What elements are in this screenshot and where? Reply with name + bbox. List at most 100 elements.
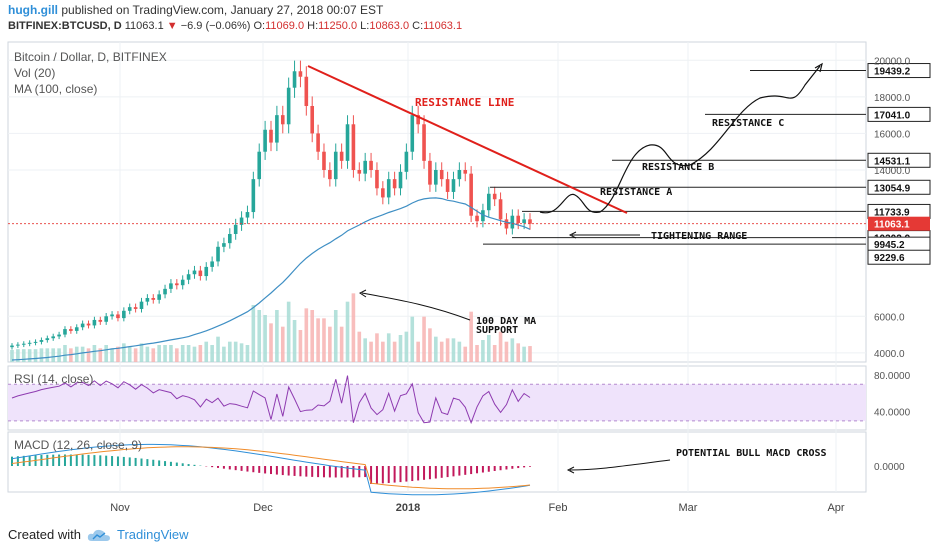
volume-bar: [198, 345, 203, 362]
volume-bar: [116, 346, 120, 362]
volume-bar: [51, 348, 56, 362]
macd-histogram-bar: [275, 466, 278, 475]
tightening-range-label: TIGHTENING RANGE: [651, 231, 747, 242]
volume-bar: [110, 348, 114, 362]
macd-histogram-bar: [128, 457, 131, 466]
candle-body: [263, 129, 267, 152]
volume-bar: [21, 349, 26, 362]
macd-histogram-bar: [452, 466, 455, 477]
macd-histogram-bar: [22, 455, 25, 466]
rsi-legend: RSI (14, close): [14, 372, 94, 386]
time-tick-label: Apr: [827, 502, 844, 514]
volume-bar: [463, 346, 468, 362]
price-tick-label: 16000.0: [874, 129, 911, 140]
candle-body: [463, 170, 468, 174]
macd-histogram-bar: [505, 466, 508, 470]
macd-histogram-bar: [311, 466, 314, 477]
candle-body: [104, 316, 108, 322]
macd-histogram-bar: [175, 462, 178, 466]
publish-line: hugh.gill published on TradingView.com, …: [8, 3, 383, 17]
arrow-line: [361, 292, 471, 321]
candle-body: [45, 338, 50, 341]
candle-body: [310, 106, 315, 134]
macd-histogram-bar: [105, 455, 108, 466]
volume-bar: [269, 323, 273, 362]
time-tick-label: Nov: [110, 502, 130, 514]
volume-bar: [98, 348, 103, 362]
macd-histogram-bar: [328, 466, 331, 478]
volume-bar: [516, 343, 521, 362]
price-tick-label: 20000.0: [874, 56, 911, 67]
macd-histogram-bar: [293, 466, 296, 476]
resistance-c-label: RESISTANCE C: [712, 118, 784, 129]
volume-bar: [286, 301, 291, 362]
last-price-label: 11063.1: [874, 220, 910, 231]
volume-bar: [504, 341, 509, 362]
macd-histogram-bar: [234, 466, 237, 471]
candlesticks: [10, 60, 532, 350]
macd-histogram-bar: [58, 454, 61, 466]
price-change: −6.9 (−0.06%): [180, 20, 251, 32]
macd-histogram-bar: [181, 463, 184, 466]
candle-body: [439, 170, 444, 180]
candle-body: [428, 160, 432, 185]
author-link[interactable]: hugh.gill: [8, 3, 58, 17]
candle-body: [392, 179, 397, 189]
volume-bar: [469, 311, 473, 362]
candle-body: [486, 193, 491, 211]
volume-bar: [339, 326, 344, 362]
volume-bar: [528, 346, 532, 362]
tradingview-brand-link[interactable]: TradingView: [116, 527, 189, 542]
candle-body: [351, 124, 356, 170]
volume-bar: [351, 293, 356, 362]
volume-bar: [33, 349, 38, 362]
volume-bar: [245, 345, 250, 362]
candle-body: [33, 341, 38, 343]
macd-histogram-bar: [493, 466, 496, 471]
open-label: O:: [253, 20, 266, 32]
symbol[interactable]: BITFINEX:BTCUSD, D: [8, 20, 122, 32]
rsi-tick-label: 80.0000: [874, 371, 911, 382]
macd-histogram-bar: [476, 466, 479, 474]
macd-histogram-bar: [511, 466, 514, 469]
close-value: 11063.1: [423, 20, 463, 32]
volume-bar: [369, 341, 373, 362]
candle-body: [80, 323, 85, 328]
volume-bar: [375, 333, 379, 362]
volume-bar: [316, 318, 320, 362]
macd-histogram-bar: [352, 466, 355, 478]
rsi-line: [11, 375, 531, 425]
candle-body: [286, 87, 291, 125]
macd-histogram-bar: [63, 454, 66, 466]
volume-bar: [57, 348, 61, 362]
volume-bar: [127, 346, 132, 362]
candle-body: [127, 307, 132, 311]
volume-bar: [10, 350, 14, 362]
macd-histogram-bar: [217, 466, 220, 468]
candle-body: [275, 115, 279, 143]
ma-legend: MA (100, close): [14, 82, 98, 96]
candle-body: [363, 160, 367, 174]
macd-histogram-bar: [399, 466, 402, 483]
volume-bar: [92, 345, 97, 362]
candle-body: [110, 314, 114, 317]
candle-body: [116, 314, 120, 319]
macd-histogram-bar: [411, 466, 414, 482]
candle-body: [180, 279, 185, 286]
volume-bar: [239, 343, 244, 362]
volume-bar: [404, 331, 409, 362]
candle-body: [57, 334, 61, 337]
low-label: L:: [360, 20, 370, 32]
macd-line: [11, 443, 531, 496]
projected-path: [539, 65, 821, 214]
macd-histogram-bar: [375, 466, 378, 484]
macd-histogram-bar: [193, 464, 196, 466]
signal-line: [11, 446, 531, 490]
volume-bar: [216, 336, 220, 362]
arrowhead-icon: [359, 289, 367, 298]
volume-bar: [227, 341, 232, 362]
last-price-tag: [868, 216, 930, 231]
volume-bar: [457, 341, 462, 362]
candle-body: [27, 342, 32, 344]
candle-body: [516, 215, 521, 224]
